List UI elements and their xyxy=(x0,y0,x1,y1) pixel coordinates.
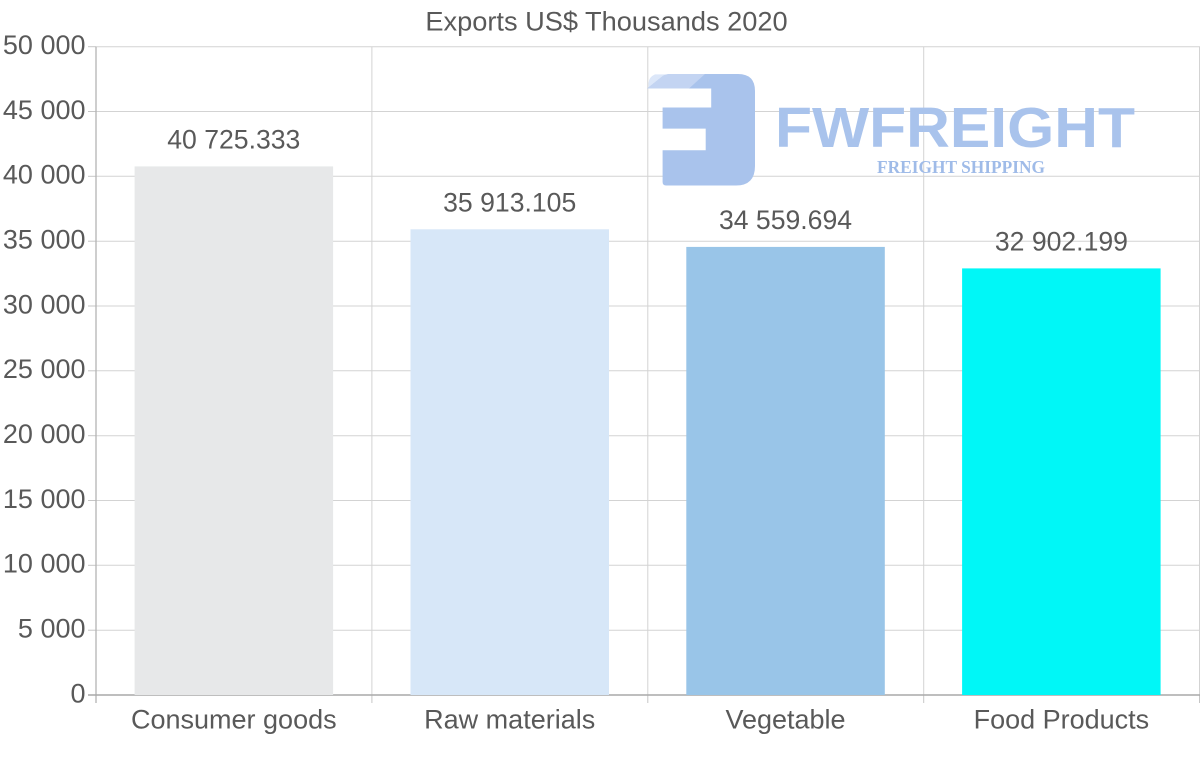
svg-text:0: 0 xyxy=(70,678,85,708)
svg-text:5 000: 5 000 xyxy=(18,614,86,644)
svg-text:40 000: 40 000 xyxy=(3,160,86,190)
svg-text:32 902.199: 32 902.199 xyxy=(995,226,1128,256)
svg-text:Vegetable: Vegetable xyxy=(725,705,845,735)
svg-text:34 559.694: 34 559.694 xyxy=(719,205,852,235)
svg-text:FWFREIGHT: FWFREIGHT xyxy=(775,96,1135,159)
svg-text:35 000: 35 000 xyxy=(3,225,86,255)
svg-text:Raw materials: Raw materials xyxy=(424,705,595,735)
svg-text:20 000: 20 000 xyxy=(3,419,86,449)
svg-text:25 000: 25 000 xyxy=(3,354,86,384)
svg-text:Consumer goods: Consumer goods xyxy=(131,705,337,735)
svg-text:35 913.105: 35 913.105 xyxy=(443,187,576,217)
svg-text:FREIGHT SHIPPING: FREIGHT SHIPPING xyxy=(877,157,1045,177)
svg-text:15 000: 15 000 xyxy=(3,484,86,514)
svg-text:10 000: 10 000 xyxy=(3,549,86,579)
svg-text:Food Products: Food Products xyxy=(974,705,1150,735)
svg-text:40 725.333: 40 725.333 xyxy=(167,124,300,154)
svg-text:45 000: 45 000 xyxy=(3,95,86,125)
svg-text:Exports US$ Thousands 2020: Exports US$ Thousands 2020 xyxy=(425,6,787,37)
svg-text:50 000: 50 000 xyxy=(3,30,86,60)
svg-text:30 000: 30 000 xyxy=(3,289,86,319)
